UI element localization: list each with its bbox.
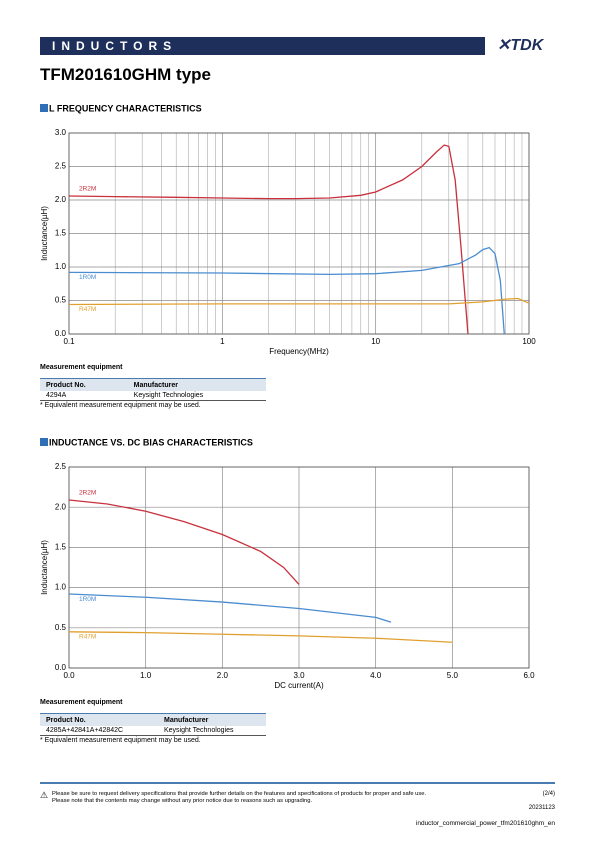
table-heading: Measurement equipment (40, 364, 123, 371)
logo-text: TDK (510, 37, 544, 54)
note: * Equivalent measurement equipment may b… (40, 402, 201, 409)
y-tick-label: 0.5 (55, 296, 67, 305)
file-name: inductor_commercial_power_tfm201610ghm_e… (415, 820, 555, 827)
y-axis-title: Inductance(µH) (40, 206, 49, 261)
notice-line: Please note that the contents may change… (52, 798, 313, 804)
x-tick-label: 6.0 (523, 671, 535, 680)
section-marker (40, 104, 48, 112)
col-header: Product No. (40, 713, 158, 726)
y-tick-label: 1.5 (55, 543, 67, 552)
x-tick-label: 2.0 (217, 671, 229, 680)
x-tick-label: 10 (371, 337, 380, 346)
col-header: Product No. (40, 378, 128, 391)
header-label: INDUCTORS (52, 39, 178, 53)
x-tick-label: 1 (220, 337, 225, 346)
y-tick-label: 2.0 (55, 502, 67, 511)
series-label: 2R2M (79, 490, 96, 497)
section-marker (40, 438, 48, 446)
col-header: Manufacturer (127, 378, 266, 391)
series-label: 1R0M (79, 596, 96, 603)
y-tick-label: 0.0 (55, 329, 67, 338)
logo: ✕TDK (497, 37, 544, 54)
y-tick-label: 1.0 (55, 583, 67, 592)
y-tick-label: 1.0 (55, 262, 67, 271)
y-tick-label: 2.5 (55, 462, 67, 471)
series-label: R47M (79, 634, 96, 641)
section-title: L FREQUENCY CHARACTERISTICS (49, 103, 202, 113)
series-line (68, 593, 392, 623)
series-line (68, 297, 530, 306)
series-label: R47M (79, 306, 96, 313)
footer-notice: Please be sure to request delivery speci… (52, 791, 426, 805)
y-tick-label: 3.0 (55, 128, 67, 137)
x-tick-label: 1.0 (140, 671, 152, 680)
x-tick-label: 0.1 (63, 337, 75, 346)
page-number: (2/4) (542, 791, 555, 797)
date: 20231123 (528, 805, 555, 811)
x-tick-label: 0.0 (63, 671, 75, 680)
cell: 4294A (40, 391, 128, 401)
section-title: INDUCTANCE VS. DC BIAS CHARACTERISTICS (49, 437, 253, 447)
footer-rule (40, 782, 555, 784)
y-tick-label: 2.0 (55, 195, 67, 204)
x-tick-label: 3.0 (293, 671, 305, 680)
cell: Keysight Technologies (127, 391, 266, 401)
equipment-table: Product No. Manufacturer 4285A+42841A+428… (40, 713, 266, 736)
series-line (68, 246, 505, 335)
plot-frame (68, 132, 530, 335)
cell: 4285A+42841A+42842C (40, 726, 158, 736)
note: * Equivalent measurement equipment may b… (40, 737, 201, 744)
header-bar (40, 37, 485, 55)
table-heading: Measurement equipment (40, 699, 123, 706)
page-title: TFM201610GHM type (40, 65, 211, 84)
warning-icon: ⚠ (40, 790, 49, 800)
plot-frame (68, 466, 530, 669)
y-tick-label: 0.0 (55, 663, 67, 672)
x-tick-label: 4.0 (370, 671, 382, 680)
y-tick-label: 0.5 (55, 623, 67, 632)
y-tick-label: 2.5 (55, 162, 67, 171)
y-axis-title: Inductance(µH) (40, 540, 49, 595)
series-line (68, 499, 300, 585)
x-tick-label: 100 (522, 337, 536, 346)
series-label: 2R2M (79, 186, 96, 193)
equipment-table: Product No. Manufacturer 4294A Keysight Te… (40, 378, 266, 401)
cell: Keysight Technologies (157, 726, 266, 736)
col-header: Manufacturer (157, 713, 266, 726)
x-axis-title: DC current(A) (274, 681, 324, 690)
y-tick-label: 1.5 (55, 229, 67, 238)
notice-line: Please be sure to request delivery speci… (52, 791, 427, 797)
series-line (68, 631, 453, 643)
x-axis-title: Frequency(MHz) (269, 347, 329, 356)
x-tick-label: 5.0 (447, 671, 459, 680)
series-line (68, 144, 469, 335)
series-label: 1R0M (79, 274, 96, 281)
